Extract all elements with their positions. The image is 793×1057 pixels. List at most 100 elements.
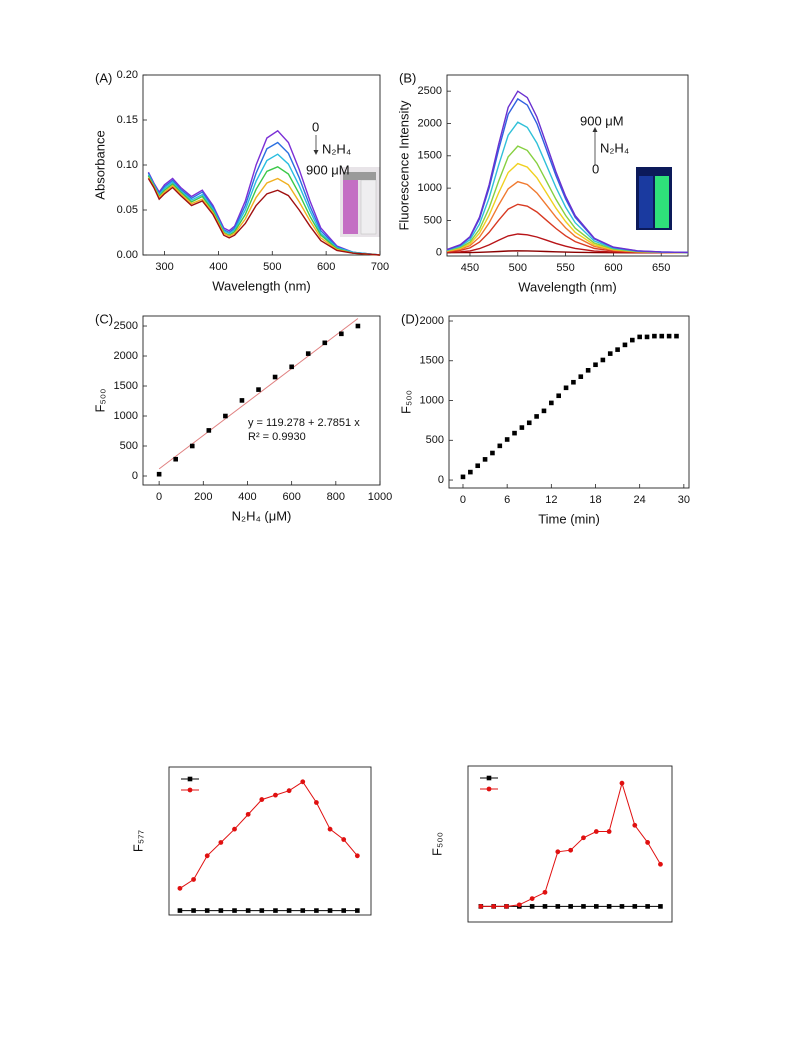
- data-point: [600, 357, 606, 363]
- y-tick-label: 0.15: [117, 114, 138, 126]
- data-point: [355, 323, 361, 329]
- x-tick-label: 400: [209, 261, 227, 273]
- data-point: [637, 334, 642, 340]
- data-point: [256, 387, 261, 392]
- data-point: [189, 443, 195, 449]
- data-point: [206, 428, 212, 433]
- data-point: [286, 908, 292, 913]
- data-point: [674, 333, 679, 339]
- data-point: [593, 362, 598, 368]
- data-point: [245, 908, 251, 913]
- data-point: [529, 904, 535, 909]
- vial-blue: [639, 176, 653, 228]
- y-axis-label: F₅₀₀: [429, 832, 444, 856]
- x-tick-label: 0: [460, 494, 466, 506]
- data-point: [555, 849, 561, 855]
- series-line: [147, 153, 381, 256]
- y-tick-label: 0: [438, 474, 444, 486]
- data-point: [289, 364, 294, 370]
- data-point: [341, 837, 347, 842]
- x-tick-label: 600: [317, 261, 335, 273]
- panel-label: (C): [95, 311, 113, 326]
- data-point: [578, 374, 584, 379]
- data-point: [322, 340, 328, 346]
- annotation: y = 119.278 + 2.7851 x: [248, 417, 360, 429]
- y-tick-label: 500: [120, 440, 138, 452]
- data-point: [460, 474, 466, 480]
- fit-line: [158, 318, 359, 470]
- data-point: [478, 904, 484, 909]
- panel-label: (A): [95, 70, 112, 85]
- data-point: [619, 780, 625, 786]
- annotation: N₂H₄: [322, 141, 351, 156]
- data-point: [475, 463, 481, 469]
- data-point: [286, 788, 292, 794]
- data-point: [571, 379, 576, 385]
- data-point: [585, 368, 591, 373]
- data-point: [354, 853, 360, 859]
- data-point: [632, 904, 638, 909]
- y-axis-label: Fluorescence Intensity: [396, 100, 411, 231]
- data-point: [232, 908, 237, 913]
- data-point: [516, 902, 522, 908]
- data-point: [606, 904, 612, 909]
- data-point: [177, 908, 183, 913]
- plot-frame: [448, 315, 690, 489]
- series-line: [179, 781, 358, 889]
- data-point: [644, 334, 650, 340]
- annotation: 0: [592, 161, 599, 176]
- y-tick-label: 0.10: [117, 159, 138, 171]
- plot-frame: [446, 74, 689, 257]
- y-tick-label: 500: [424, 214, 442, 226]
- x-tick-label: 700: [371, 261, 389, 273]
- y-tick-label: 2000: [420, 315, 444, 327]
- arrow-head-b: [592, 127, 598, 132]
- plot-frame: [467, 765, 673, 923]
- annotation: 0: [312, 119, 319, 134]
- data-point: [606, 829, 612, 834]
- y-tick-label: 1500: [420, 355, 444, 367]
- data-point: [542, 889, 548, 895]
- vial-pink: [343, 180, 358, 234]
- x-tick-label: 400: [238, 491, 256, 503]
- data-point: [581, 904, 586, 909]
- data-point: [549, 400, 554, 406]
- series-line: [446, 90, 689, 254]
- x-tick-label: 12: [545, 494, 557, 506]
- data-point: [491, 904, 497, 909]
- y-axis-label: Absorbance: [92, 130, 107, 199]
- panel-label: (B): [399, 70, 416, 85]
- y-tick-label: 2500: [114, 320, 138, 332]
- series-line: [147, 166, 381, 256]
- data-point: [593, 829, 599, 834]
- data-point: [622, 342, 628, 348]
- series-line: [147, 141, 381, 256]
- legend-marker: [187, 776, 193, 782]
- data-point: [245, 811, 251, 817]
- x-tick-label: 450: [461, 262, 479, 274]
- data-point: [482, 457, 488, 462]
- x-tick-label: 1000: [368, 491, 392, 503]
- x-tick-label: 6: [504, 494, 510, 506]
- y-tick-label: 1500: [114, 380, 138, 392]
- data-point: [556, 393, 561, 399]
- data-point: [223, 413, 228, 419]
- x-tick-label: 600: [282, 491, 300, 503]
- annotation: N₂H₄: [600, 140, 629, 155]
- data-point: [645, 904, 650, 909]
- y-tick-label: 2000: [418, 117, 442, 129]
- data-point: [504, 437, 510, 442]
- data-point: [594, 904, 599, 909]
- y-tick-label: 1000: [114, 410, 138, 422]
- annotation: 900 μM: [580, 113, 624, 128]
- data-point: [563, 385, 569, 391]
- data-point: [619, 904, 625, 909]
- data-point: [273, 908, 278, 913]
- x-tick-label: 800: [327, 491, 345, 503]
- data-point: [659, 333, 665, 339]
- data-point: [314, 800, 319, 805]
- vial-green: [655, 176, 669, 228]
- data-point: [272, 374, 278, 380]
- inset-photo-b: [636, 167, 672, 230]
